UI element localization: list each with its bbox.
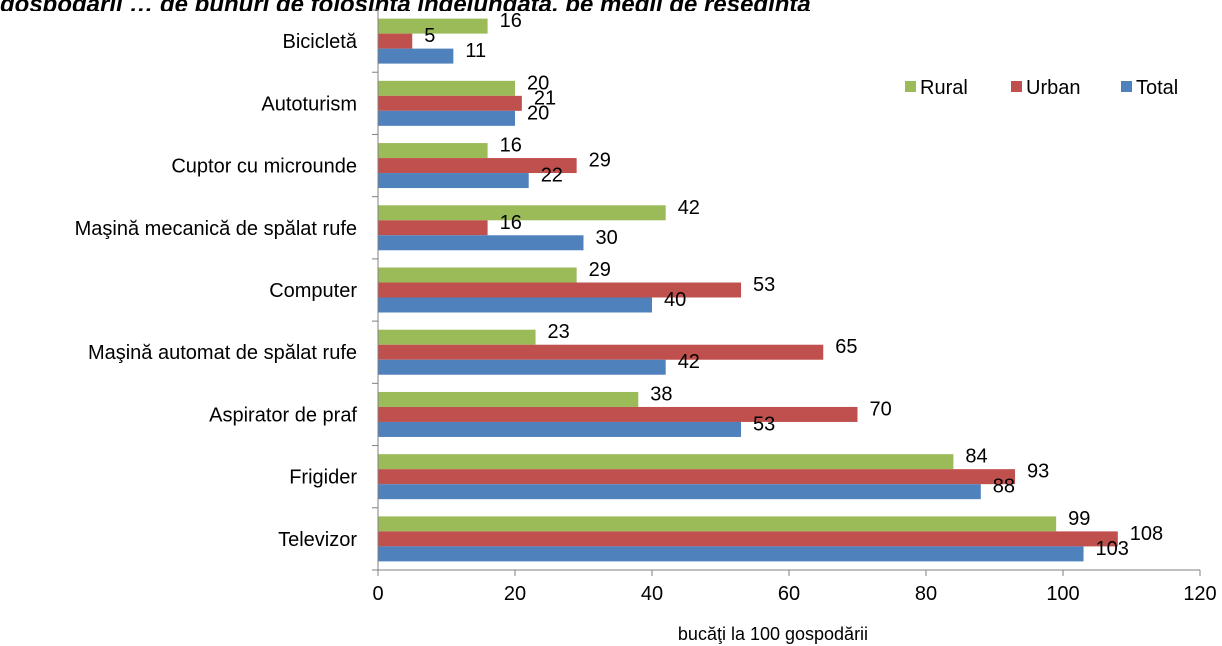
category-label-televizor: Televizor	[278, 529, 357, 551]
legend-swatch-total	[1121, 81, 1132, 92]
bar-urban-masina-automat-de-spalat-rufe	[378, 344, 824, 360]
category-label-bicicleta: Bicicletă	[283, 31, 358, 53]
bar-rural-masina-mecanica-de-spalat-rufe	[378, 205, 666, 221]
value-label-rural-autoturism: 20	[527, 72, 549, 94]
x-tick-label-60: 60	[778, 583, 800, 605]
bar-total-autoturism	[378, 110, 515, 126]
value-label-rural-frigider: 84	[965, 446, 987, 468]
bar-total-computer	[378, 297, 652, 313]
bar-total-bicicleta	[378, 48, 454, 64]
value-label-rural-computer: 29	[589, 259, 611, 281]
bar-total-frigider	[378, 484, 981, 500]
bar-rural-autoturism	[378, 80, 515, 96]
value-label-total-frigider: 88	[993, 476, 1015, 498]
value-label-urban-masina-mecanica-de-spalat-rufe: 16	[500, 212, 522, 234]
value-label-rural-bicicleta: 16	[500, 10, 522, 32]
bar-total-cuptor-cu-microunde	[378, 173, 529, 189]
category-label-frigider: Frigider	[289, 467, 357, 489]
bar-rural-masina-automat-de-spalat-rufe	[378, 329, 536, 345]
bar-total-aspirator-de-praf	[378, 421, 742, 437]
x-tick-label-0: 0	[372, 583, 383, 605]
legend: Rural Urban Total	[905, 77, 1178, 99]
legend-label-urban: Urban	[1026, 77, 1080, 99]
bar-rural-cuptor-cu-microunde	[378, 143, 488, 159]
category-label-computer: Computer	[269, 280, 357, 302]
x-tick-label-40: 40	[641, 583, 663, 605]
legend-swatch-rural	[905, 81, 916, 92]
bar-total-televizor	[378, 546, 1084, 562]
bar-total-masina-automat-de-spalat-rufe	[378, 359, 666, 375]
value-label-total-aspirator-de-praf: 53	[753, 413, 775, 435]
x-tick-label-80: 80	[915, 583, 937, 605]
category-label-masina-automat-de-spalat-rufe: Maşină automat de spălat rufe	[88, 342, 357, 364]
bar-urban-cuptor-cu-microunde	[378, 158, 577, 174]
legend-label-rural: Rural	[920, 77, 968, 99]
bar-total-masina-mecanica-de-spalat-rufe	[378, 235, 584, 251]
category-label-cuptor-cu-microunde: Cuptor cu microunde	[171, 156, 357, 178]
value-label-total-computer: 40	[664, 289, 686, 311]
bar-urban-aspirator-de-praf	[378, 406, 858, 422]
value-label-urban-masina-automat-de-spalat-rufe: 65	[835, 336, 857, 358]
value-label-total-masina-automat-de-spalat-rufe: 42	[678, 351, 700, 373]
value-labels-layer: 1651120212016292242163029534023654238705…	[424, 10, 1163, 560]
chart-title-fragment: gospodării … de bunuri de folosinţă înde…	[0, 0, 1222, 11]
value-label-rural-aspirator-de-praf: 38	[650, 383, 672, 405]
bar-urban-bicicleta	[378, 33, 413, 49]
value-label-urban-aspirator-de-praf: 70	[870, 398, 892, 420]
value-label-rural-masina-automat-de-spalat-rufe: 23	[548, 321, 570, 343]
value-label-urban-frigider: 93	[1027, 461, 1049, 483]
legend-swatch-urban	[1011, 81, 1022, 92]
x-axis-ticks: 0 20 40 60 80 100 120	[372, 570, 1217, 605]
bar-urban-autoturism	[378, 95, 522, 111]
value-label-urban-cuptor-cu-microunde: 29	[589, 150, 611, 172]
category-label-autoturism: Autoturism	[261, 93, 357, 115]
value-label-urban-autoturism: 21	[534, 87, 556, 109]
bar-rural-bicicleta	[378, 18, 488, 34]
value-label-urban-bicicleta: 5	[424, 25, 435, 47]
value-label-rural-televizor: 99	[1068, 508, 1090, 530]
bar-urban-computer	[378, 282, 742, 298]
bars-layer	[378, 18, 1118, 562]
value-label-urban-televizor: 108	[1130, 523, 1163, 545]
legend-label-total: Total	[1136, 77, 1178, 99]
bar-rural-computer	[378, 267, 577, 283]
bar-rural-frigider	[378, 454, 954, 470]
x-tick-label-120: 120	[1183, 583, 1216, 605]
bar-rural-aspirator-de-praf	[378, 391, 639, 407]
y-axis-ticks	[372, 9, 378, 571]
value-label-urban-computer: 53	[753, 274, 775, 296]
category-labels-layer: Bicicletă Autoturism Cuptor cu microunde Ma…	[75, 31, 358, 551]
bar-urban-televizor	[378, 531, 1118, 547]
x-tick-label-20: 20	[504, 583, 526, 605]
bar-rural-televizor	[378, 516, 1057, 532]
value-label-total-televizor: 103	[1096, 538, 1129, 560]
value-label-total-masina-mecanica-de-spalat-rufe: 30	[596, 227, 618, 249]
bar-urban-masina-mecanica-de-spalat-rufe	[378, 220, 488, 236]
value-label-total-cuptor-cu-microunde: 22	[541, 165, 563, 187]
value-label-rural-masina-mecanica-de-spalat-rufe: 42	[678, 197, 700, 219]
category-label-aspirator-de-praf: Aspirator de praf	[209, 404, 357, 426]
x-axis-title: bucăţi la 100 gospodării	[678, 624, 868, 644]
value-label-rural-cuptor-cu-microunde: 16	[500, 135, 522, 157]
value-label-total-autoturism: 20	[527, 102, 549, 124]
value-label-total-bicicleta: 11	[465, 40, 486, 62]
bar-urban-frigider	[378, 469, 1016, 485]
category-label-masina-mecanica-de-spalat-rufe: Maşină mecanică de spălat rufe	[75, 218, 357, 240]
x-tick-label-100: 100	[1046, 583, 1079, 605]
